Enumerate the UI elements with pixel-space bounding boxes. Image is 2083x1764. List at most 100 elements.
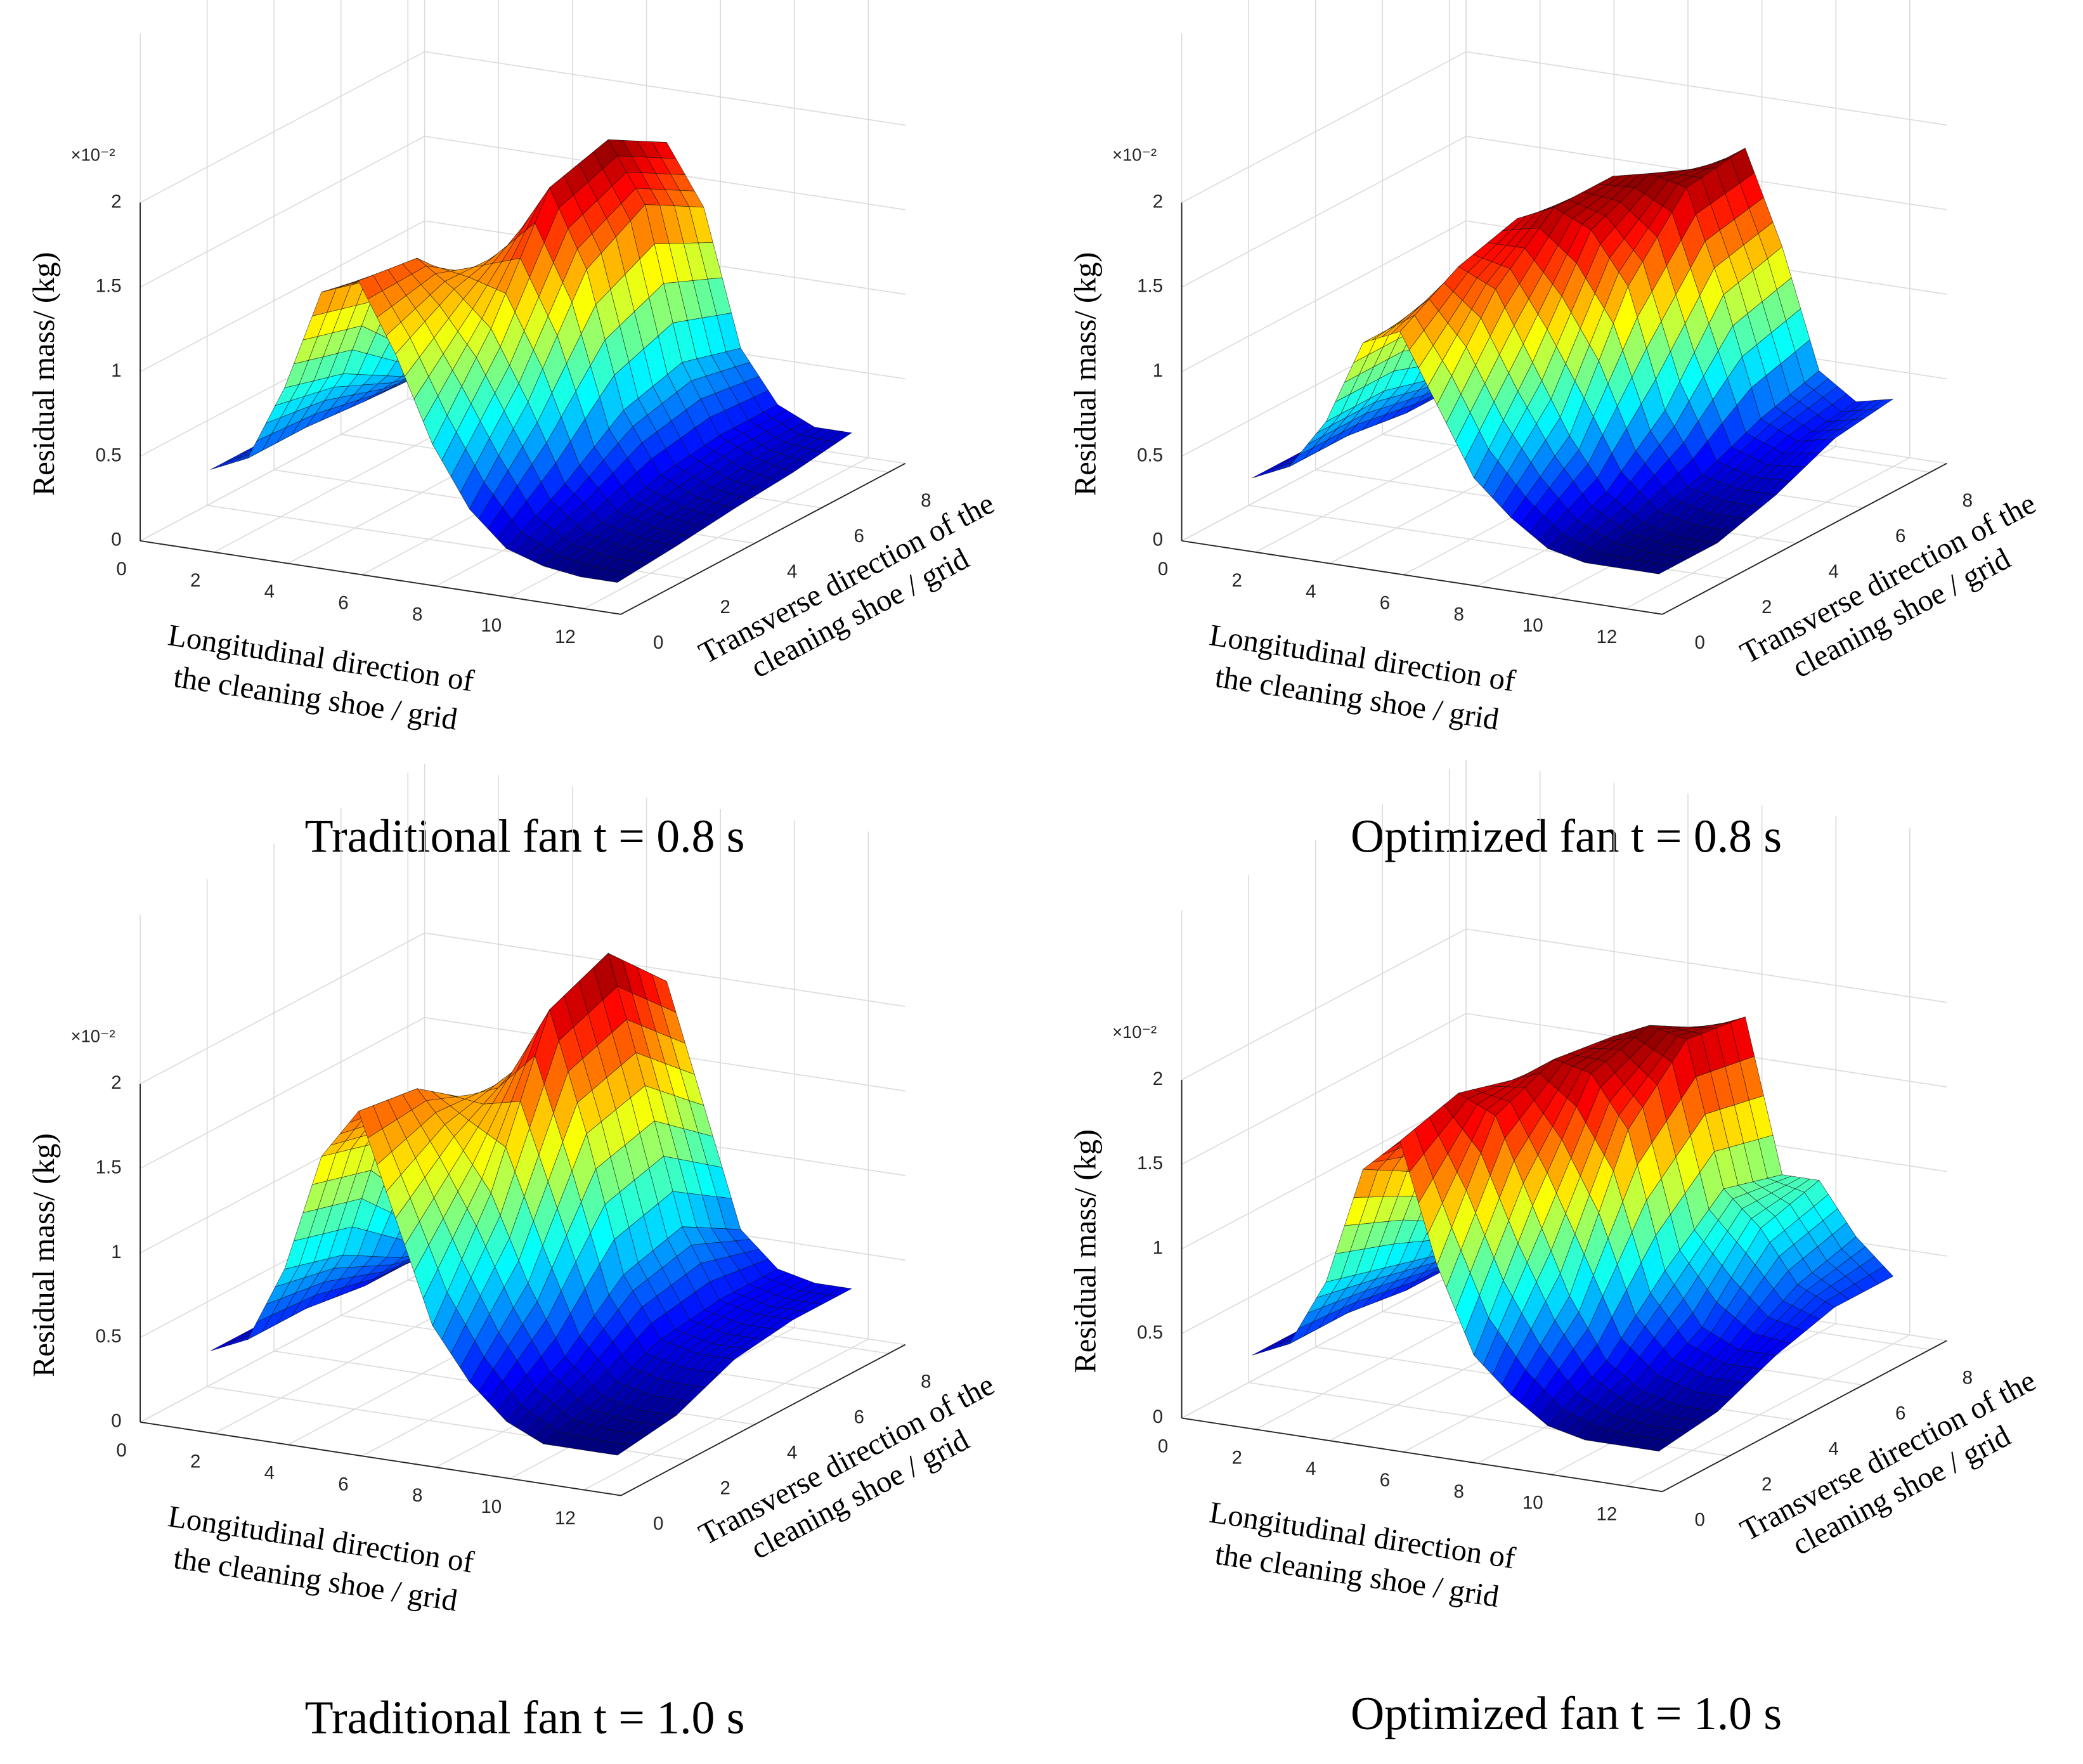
z-tick-label: 0 xyxy=(1153,1406,1163,1427)
x-tick-label: 8 xyxy=(1453,1481,1463,1502)
x-tick-label: 4 xyxy=(1306,1458,1316,1479)
x-tick-label: 0 xyxy=(1158,559,1168,580)
z-tick-label: 1.5 xyxy=(1137,1153,1163,1174)
y-tick-label: 8 xyxy=(921,1372,931,1392)
axis-line xyxy=(1662,463,1947,615)
z-tick-label: 1.5 xyxy=(96,1157,122,1177)
z-tick-label: 1 xyxy=(1153,360,1163,381)
z-tick-label: 1 xyxy=(111,360,121,381)
grid-line xyxy=(1625,1334,1911,1487)
y-tick-label: 6 xyxy=(854,1407,864,1428)
y-tick-label: 2 xyxy=(1762,597,1772,618)
z-scale-label: ×10⁻² xyxy=(1112,1022,1157,1042)
z-scale-label: ×10⁻² xyxy=(71,1027,115,1046)
x-tick-label: 4 xyxy=(264,581,275,602)
surface-patch xyxy=(1252,467,1276,479)
grid-line xyxy=(1181,51,1467,204)
x-tick-label: 4 xyxy=(1306,581,1316,602)
grid-line xyxy=(1181,136,1467,288)
grid-line xyxy=(1181,928,1467,1080)
grid-line xyxy=(1181,1098,1467,1250)
z-tick-label: 1.5 xyxy=(96,276,122,297)
surface-patch xyxy=(211,458,235,470)
y-tick-label: 4 xyxy=(1829,1438,1839,1459)
x-tick-label: 8 xyxy=(412,1485,422,1506)
surface-patch xyxy=(1649,564,1675,574)
chart-title: Traditional fan t = 1.0 s xyxy=(305,1691,745,1743)
x-tick-label: 6 xyxy=(338,593,348,614)
x-tick-label: 12 xyxy=(1596,1503,1617,1524)
x-tick-label: 10 xyxy=(481,1496,502,1517)
axis-line xyxy=(620,1344,906,1496)
axis-line xyxy=(620,463,906,615)
grid-line xyxy=(140,51,425,204)
x-tick-label: 0 xyxy=(1158,1436,1168,1457)
x-tick-label: 6 xyxy=(1380,1470,1390,1491)
grid-line xyxy=(140,1271,425,1423)
x-tick-label: 0 xyxy=(116,1440,126,1461)
axis-line xyxy=(140,540,621,615)
surface-patch xyxy=(219,456,244,467)
axis-line xyxy=(1662,1340,1947,1493)
z-axis-label: Residual mass/ (kg) xyxy=(27,1133,61,1377)
axis-line xyxy=(140,1421,621,1496)
y-tick-label: 8 xyxy=(1963,490,1973,511)
z-tick-label: 2 xyxy=(111,191,121,212)
grid-line xyxy=(583,1338,869,1491)
surface-patch xyxy=(1261,464,1286,476)
grid-line xyxy=(1181,1013,1467,1165)
grid-line xyxy=(140,220,425,372)
grid-line xyxy=(1181,220,1467,372)
axis-line xyxy=(1181,1417,1663,1493)
chart-title: Optimized fan t = 0.8 s xyxy=(1351,810,1782,862)
z-tick-label: 0 xyxy=(1153,529,1163,550)
surface-patch xyxy=(607,1443,633,1456)
y-tick-label: 2 xyxy=(1762,1474,1772,1495)
z-tick-label: 1.5 xyxy=(1137,276,1163,297)
z-axis-label: Residual mass/ (kg) xyxy=(1068,252,1102,496)
chart-title: Traditional fan t = 0.8 s xyxy=(305,810,745,862)
grid-line xyxy=(140,136,425,288)
y-tick-label: 0 xyxy=(1694,1509,1704,1530)
y-tick-label: 2 xyxy=(720,597,730,618)
grid-line xyxy=(1181,1266,1467,1419)
grid-line xyxy=(1625,457,1911,609)
y-tick-label: 4 xyxy=(1829,561,1839,582)
x-tick-label: 10 xyxy=(1522,1493,1543,1514)
z-tick-label: 0.5 xyxy=(96,444,122,465)
grid-line xyxy=(424,51,905,126)
x-tick-label: 12 xyxy=(555,626,576,647)
z-tick-label: 2 xyxy=(111,1072,121,1093)
y-tick-label: 0 xyxy=(1694,632,1704,653)
x-tick-label: 2 xyxy=(190,1451,200,1472)
z-tick-label: 0.5 xyxy=(1137,1322,1163,1343)
x-tick-label: 10 xyxy=(1522,615,1543,636)
z-axis-label: Residual mass/ (kg) xyxy=(1068,1129,1102,1373)
y-tick-label: 2 xyxy=(720,1478,730,1499)
z-tick-label: 1 xyxy=(1153,1238,1163,1259)
z-scale-label: ×10⁻² xyxy=(71,145,115,165)
z-tick-label: 1 xyxy=(111,1242,121,1262)
z-tick-label: 0 xyxy=(111,529,121,550)
z-scale-label: ×10⁻² xyxy=(1112,145,1157,165)
x-tick-label: 8 xyxy=(412,604,422,625)
y-tick-label: 8 xyxy=(921,490,931,511)
y-tick-label: 6 xyxy=(1895,1403,1905,1424)
grid-line xyxy=(140,389,425,542)
x-tick-label: 10 xyxy=(481,615,502,636)
z-tick-label: 0.5 xyxy=(1137,444,1163,465)
grid-line xyxy=(424,932,905,1008)
surface-patch xyxy=(219,1337,244,1349)
grid-line xyxy=(1466,928,1947,1003)
z-tick-label: 0 xyxy=(111,1411,121,1432)
surface-patch xyxy=(1649,1439,1675,1452)
x-tick-label: 12 xyxy=(1596,626,1617,647)
x-tick-label: 2 xyxy=(1232,1447,1242,1468)
surface-patch xyxy=(1261,1341,1286,1353)
chart-title: Optimized fan t = 1.0 s xyxy=(1351,1687,1782,1739)
